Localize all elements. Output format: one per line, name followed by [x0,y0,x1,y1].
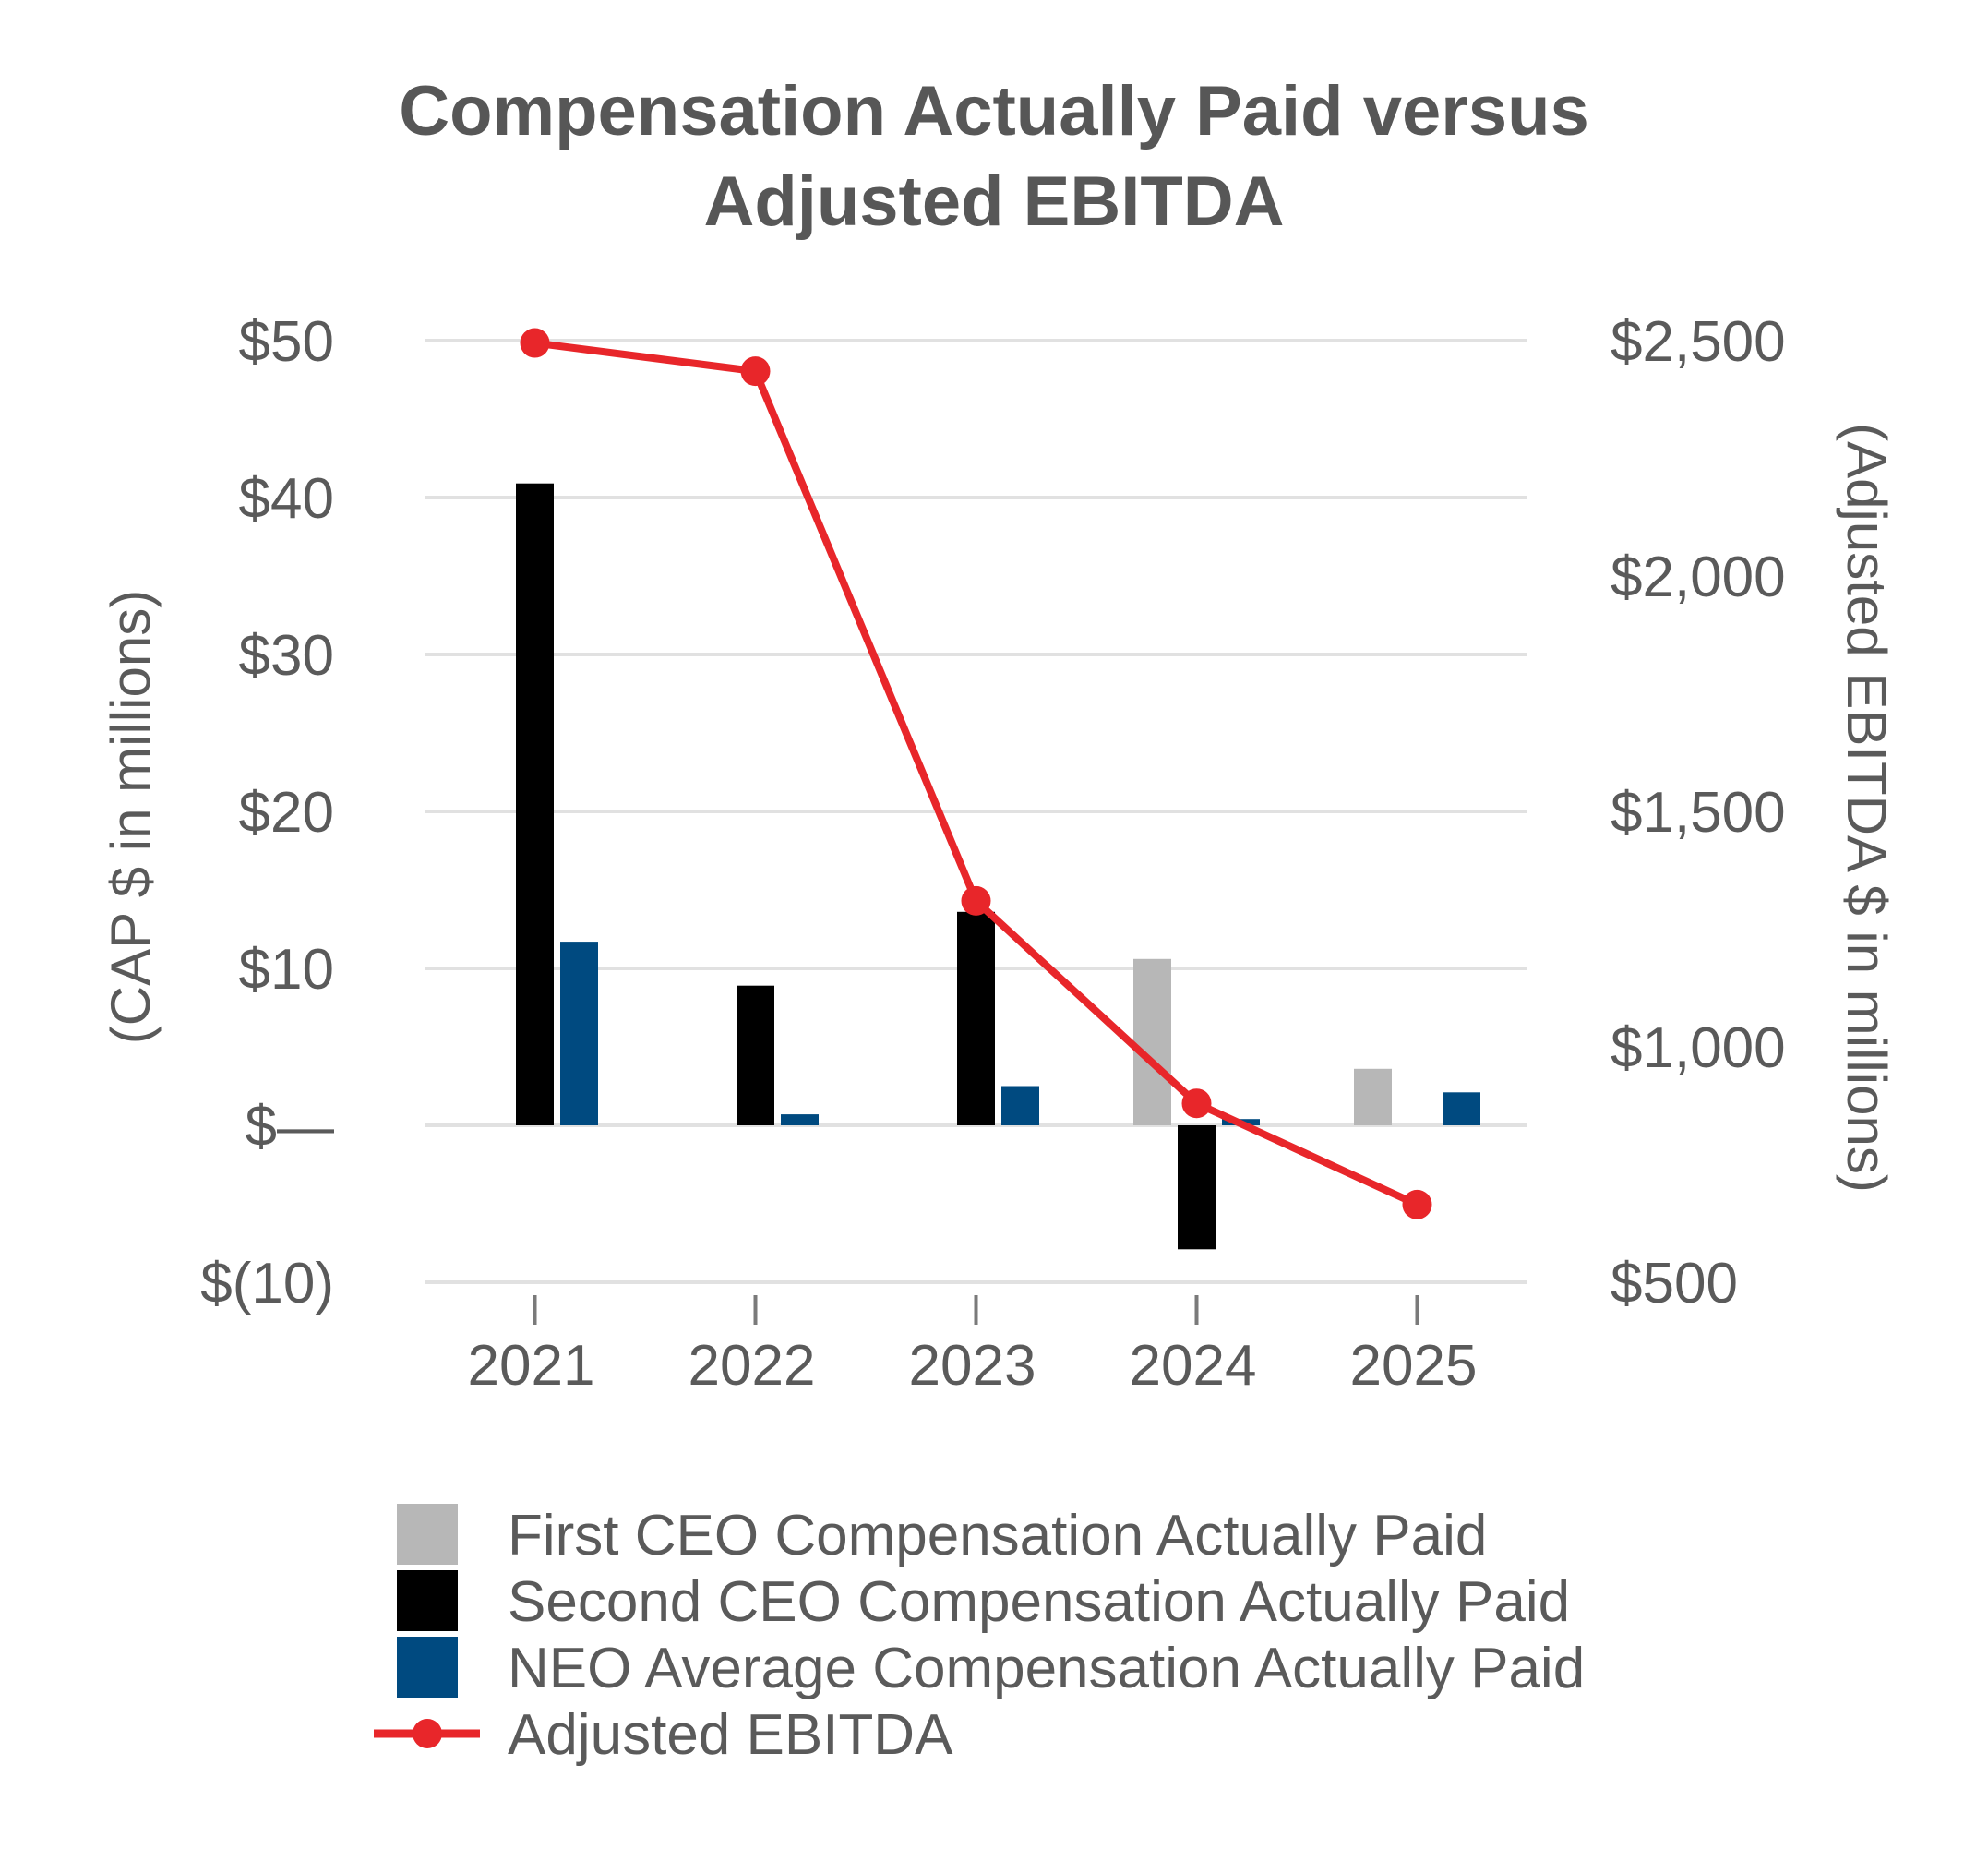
left-tick-label: $(10) [200,1252,334,1315]
ebitda-point [1402,1189,1432,1219]
bar [1443,1092,1480,1125]
legend-label: First CEO Compensation Actually Paid [508,1504,1487,1567]
legend-label: Second CEO Compensation Actually Paid [508,1570,1570,1634]
bar [1178,1125,1216,1250]
bar [1133,958,1171,1125]
x-tick-label: 2024 [1130,1334,1257,1398]
legend-marker [413,1719,442,1748]
left-tick-label: $20 [239,781,334,845]
bar [560,942,598,1125]
ebitda-point [520,328,550,358]
x-tick-label: 2022 [689,1334,816,1398]
ebitda-point [740,356,771,387]
gridlines [425,339,1527,1284]
bar [516,483,554,1125]
left-axis-ticks: $50 $40 $30 $20 $10 $— $(10) [200,310,334,1315]
left-tick-label: $10 [239,938,334,1002]
right-tick-label: $2,500 [1611,310,1786,374]
bar [957,911,995,1125]
legend-swatch [397,1570,458,1631]
x-tick-label: 2021 [468,1334,595,1398]
x-tick-label: 2025 [1350,1334,1478,1398]
legend-label: Adjusted EBITDA [508,1703,953,1767]
left-axis-label: (CAP $ in millions) [100,590,162,1044]
left-tick-label: $30 [239,624,334,688]
right-tick-label: $2,000 [1611,546,1786,609]
legend-label: NEO Average Compensation Actually Paid [508,1637,1585,1700]
bar [737,985,774,1125]
right-tick-label: $1,500 [1611,781,1786,845]
bar [1354,1068,1392,1125]
right-axis-ticks: $2,500 $2,000 $1,500 $1,000 $500 [1611,310,1786,1315]
legend: First CEO Compensation Actually PaidSeco… [374,1504,1585,1767]
ebitda-line-series [520,328,1432,1219]
chart-title-line-2: Adjusted EBITDA [703,162,1284,241]
x-tick-label: 2023 [909,1334,1036,1398]
chart-title-line-1: Compensation Actually Paid versus [399,72,1589,150]
left-tick-label: $40 [239,467,334,531]
legend-swatch [397,1504,458,1565]
bar [781,1114,819,1125]
legend-swatch [397,1637,458,1698]
right-tick-label: $500 [1611,1252,1738,1315]
right-tick-label: $1,000 [1611,1016,1786,1080]
left-tick-label: $— [246,1095,334,1159]
left-tick-label: $50 [239,310,334,374]
bars [516,483,1480,1250]
bar [1001,1086,1039,1125]
x-axis-ticks: 2021 2022 2023 2024 2025 [468,1295,1478,1398]
right-axis-label: (Adjusted EBITDA $ in millions) [1836,423,1898,1193]
ebitda-point [1181,1088,1212,1119]
ebitda-point [961,885,991,916]
